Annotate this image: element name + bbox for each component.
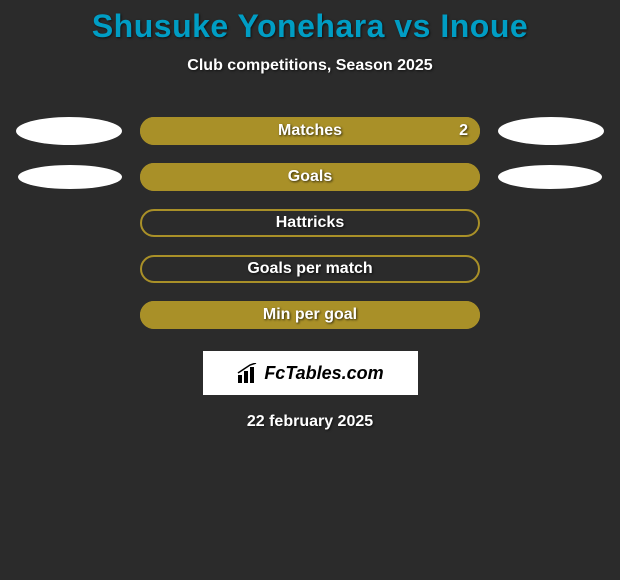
stat-bar: Goals per match	[140, 255, 480, 283]
right-slot	[480, 165, 600, 189]
bar-label: Matches	[140, 117, 480, 145]
right-ellipse	[498, 165, 602, 189]
logo-inner: FcTables.com	[236, 363, 383, 384]
stat-rows: Matches2 Goals Hattricks Goals per match Min…	[0, 117, 620, 329]
stat-bar: Hattricks	[140, 209, 480, 237]
stat-row: Hattricks	[0, 209, 620, 237]
page-title: Shusuke Yonehara vs Inoue	[0, 8, 620, 45]
logo-text: FcTables.com	[264, 363, 383, 384]
stat-row: Min per goal	[0, 301, 620, 329]
stat-row: Goals	[0, 163, 620, 191]
bar-label: Goals per match	[140, 255, 480, 283]
bar-label: Min per goal	[140, 301, 480, 329]
left-slot	[20, 165, 140, 189]
comparison-card: Shusuke Yonehara vs Inoue Club competiti…	[0, 0, 620, 431]
left-ellipse	[16, 117, 122, 145]
right-ellipse	[498, 117, 604, 145]
bars-icon	[236, 363, 260, 383]
left-ellipse	[18, 165, 122, 189]
subtitle: Club competitions, Season 2025	[0, 57, 620, 75]
stat-bar: Matches2	[140, 117, 480, 145]
right-slot	[480, 117, 600, 145]
bar-label: Goals	[140, 163, 480, 191]
stat-row: Matches2	[0, 117, 620, 145]
stat-bar: Goals	[140, 163, 480, 191]
date-text: 22 february 2025	[0, 413, 620, 431]
bar-value: 2	[459, 117, 468, 145]
footer-logo: FcTables.com	[203, 351, 418, 395]
stat-bar: Min per goal	[140, 301, 480, 329]
left-slot	[20, 117, 140, 145]
stat-row: Goals per match	[0, 255, 620, 283]
bar-label: Hattricks	[140, 209, 480, 237]
